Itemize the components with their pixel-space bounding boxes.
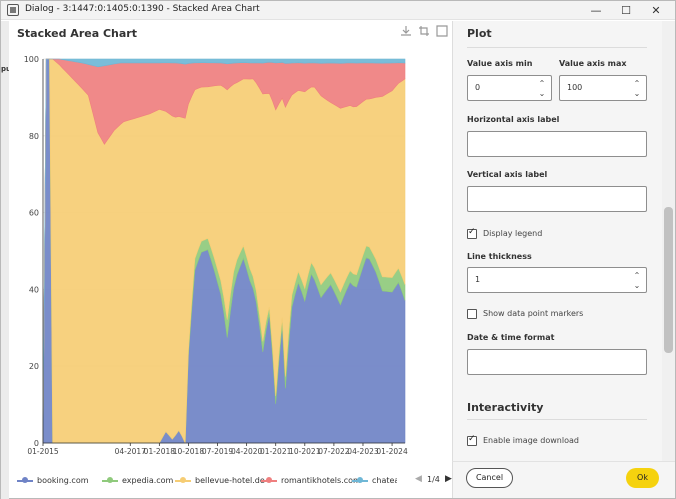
title-bar: Dialog - 3:1447:0:1405:0:1390 - Stacked …: [1, 1, 675, 20]
window-title: Dialog - 3:1447:0:1405:0:1390 - Stacked …: [25, 4, 260, 14]
y-tick-label: 80: [29, 132, 39, 141]
x-tick-label: 01-2021: [260, 447, 292, 456]
x-tick-label: 07-2019: [202, 447, 234, 456]
interactivity-heading: Interactivity: [467, 401, 544, 414]
dialog-footer: Cancel Ok: [452, 461, 675, 498]
chart-title: Stacked Area Chart: [17, 27, 137, 40]
chart-toolbar: [399, 25, 449, 41]
plot-heading: Plot: [467, 27, 492, 40]
legend-item[interactable]: bellevue-hotel.de: [175, 474, 265, 488]
ok-button[interactable]: Ok: [626, 468, 659, 488]
value-axis-max-input[interactable]: 100 ⌃ ⌄: [559, 75, 647, 101]
x-tick-label: 04-2020: [231, 447, 263, 456]
legend-item[interactable]: expedia.com: [102, 474, 173, 488]
datetime-format-label: Date & time format: [467, 333, 555, 342]
maximize-button[interactable]: ☐: [621, 4, 631, 17]
download-icon[interactable]: [399, 25, 413, 39]
y-tick-label: 40: [29, 285, 39, 294]
x-tick-label: 07-2022: [318, 447, 350, 456]
x-tick-label: 10-2021: [289, 447, 321, 456]
spin-up-icon[interactable]: ⌃: [633, 271, 641, 280]
legend-swatch: [17, 476, 33, 483]
legend-label: romantikhotels.com: [281, 476, 361, 485]
y-tick-label: 0: [34, 439, 39, 448]
show-markers-checkbox[interactable]: [467, 309, 477, 319]
legend-swatch: [102, 476, 118, 483]
spin-down-icon[interactable]: ⌄: [538, 89, 546, 98]
legend-swatch: [175, 476, 191, 483]
legend-item[interactable]: booking.com: [17, 474, 89, 488]
legend-next-icon[interactable]: ▶: [445, 474, 452, 484]
cancel-button[interactable]: Cancel: [466, 468, 513, 488]
y-tick-label: 100: [24, 55, 39, 64]
horizontal-axis-label-caption: Horizontal axis label: [467, 115, 560, 124]
line-thickness-input[interactable]: 1 ⌃ ⌄: [467, 267, 647, 293]
expand-icon[interactable]: [435, 25, 449, 39]
value-axis-min-value: 0: [475, 83, 481, 92]
legend-item[interactable]: romantikhotels.com: [261, 474, 361, 488]
crop-icon[interactable]: [417, 25, 431, 39]
spin-down-icon[interactable]: ⌄: [633, 281, 641, 290]
show-markers-label: Show data point markers: [483, 309, 584, 318]
app-icon: [7, 4, 19, 16]
horizontal-axis-label-input[interactable]: [467, 131, 647, 157]
x-tick-label: 04-2023: [347, 447, 379, 456]
minimize-button[interactable]: —: [590, 4, 602, 17]
x-tick-label: 01-2024: [376, 447, 408, 456]
legend-label: booking.com: [37, 476, 89, 485]
scrollbar-thumb[interactable]: [664, 207, 673, 353]
value-axis-min-label: Value axis min: [467, 59, 533, 68]
background-window-strip: put: [1, 21, 14, 499]
chart-legend: booking.com expedia.com bellevue-hotel.de r…: [17, 474, 452, 490]
y-tick-label: 20: [29, 362, 39, 371]
spin-down-icon[interactable]: ⌄: [633, 89, 641, 98]
y-tick-label: 60: [29, 209, 39, 218]
line-thickness-label: Line thickness: [467, 252, 532, 261]
value-axis-max-label: Value axis max: [559, 59, 627, 68]
legend-prev-icon[interactable]: ◀: [415, 474, 422, 484]
legend-page-indicator: 1/4: [427, 475, 440, 484]
line-thickness-value: 1: [475, 275, 481, 284]
spin-up-icon[interactable]: ⌃: [538, 79, 546, 88]
x-tick-label: 01-2018: [144, 447, 176, 456]
divider: [467, 47, 647, 48]
value-axis-max-value: 100: [567, 83, 583, 92]
area-series-chateauhc: [42, 58, 406, 444]
legend-clip: [397, 474, 415, 488]
legend-swatch: [352, 476, 368, 483]
vertical-axis-label-caption: Vertical axis label: [467, 170, 548, 179]
display-legend-label: Display legend: [483, 229, 543, 238]
legend-swatch: [261, 476, 277, 483]
settings-panel: Plot Value axis min Value axis max 0 ⌃ ⌄…: [452, 21, 675, 461]
legend-label: chateauhc: [372, 476, 414, 485]
x-tick-label: 10-2018: [173, 447, 205, 456]
chart-pane: Stacked Area Chart 0 20 40 60 80 100 01-2015 0…: [9, 21, 452, 497]
divider: [467, 419, 647, 420]
image-download-checkbox[interactable]: [467, 434, 477, 446]
stacked-area-chart[interactable]: 0 20 40 60 80 100 01-2015 04-201701-201810-201…: [9, 43, 451, 463]
image-download-label: Enable image download: [483, 436, 579, 445]
legend-label: bellevue-hotel.de: [195, 476, 265, 485]
x-tick-label: 01-2015: [27, 447, 59, 456]
background-text-fragment: put: [1, 65, 15, 73]
close-button[interactable]: ✕: [651, 4, 661, 17]
datetime-format-input[interactable]: [467, 349, 647, 375]
legend-item[interactable]: chateauhc: [352, 474, 414, 488]
spin-up-icon[interactable]: ⌃: [633, 79, 641, 88]
vertical-axis-label-input[interactable]: [467, 186, 647, 212]
value-axis-min-input[interactable]: 0 ⌃ ⌄: [467, 75, 552, 101]
x-tick-label: 04-2017: [115, 447, 147, 456]
legend-label: expedia.com: [122, 476, 174, 485]
display-legend-checkbox[interactable]: [467, 227, 477, 239]
